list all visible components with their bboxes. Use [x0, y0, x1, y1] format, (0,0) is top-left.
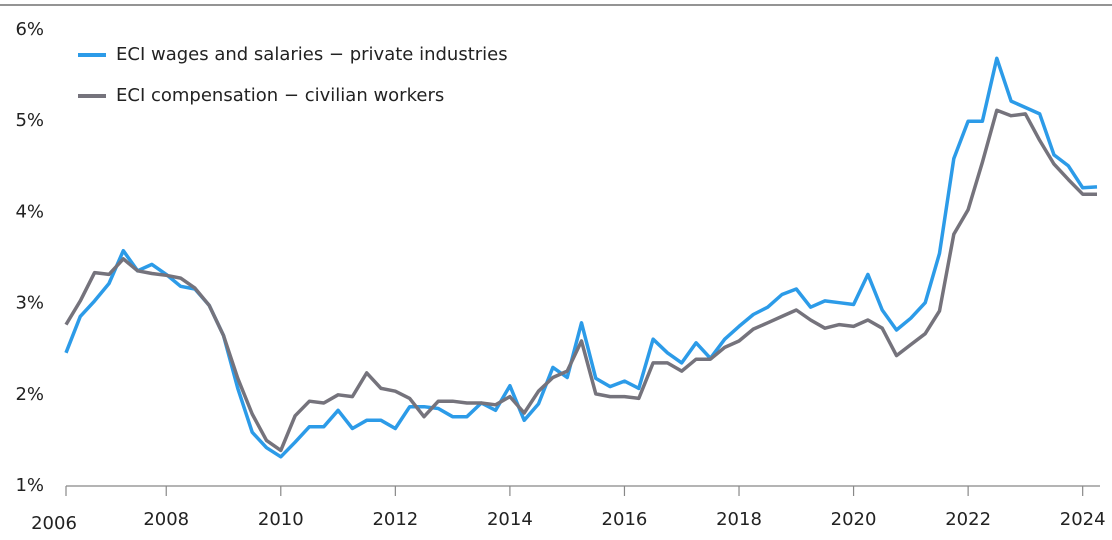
x-tick-label: 2024: [1060, 509, 1106, 530]
x-tick-label: 2012: [372, 509, 418, 530]
series-line: [64, 56, 1098, 459]
x-tick-label: 2016: [602, 509, 648, 530]
x-tick-label: 2022: [945, 509, 991, 530]
y-tick-label: 5%: [15, 110, 44, 131]
x-tick-label: 2018: [716, 509, 762, 530]
x-tick-label: 2006: [31, 513, 77, 534]
y-tick-label: 1%: [15, 475, 44, 496]
series-line: [64, 108, 1097, 453]
y-tick-label: 3%: [15, 293, 44, 314]
y-tick-label: 2%: [15, 384, 44, 405]
y-tick-label: 4%: [15, 201, 44, 222]
x-tick-label: 2008: [143, 509, 189, 530]
legend-label: ECI compensation − civilian workers: [116, 85, 444, 106]
x-tick-label: 2020: [831, 509, 877, 530]
legend-label: ECI wages and salaries − private industr…: [116, 44, 508, 65]
y-tick-label: 6%: [15, 19, 44, 40]
x-tick-label: 2010: [258, 509, 304, 530]
x-tick-label: 2014: [487, 509, 533, 530]
